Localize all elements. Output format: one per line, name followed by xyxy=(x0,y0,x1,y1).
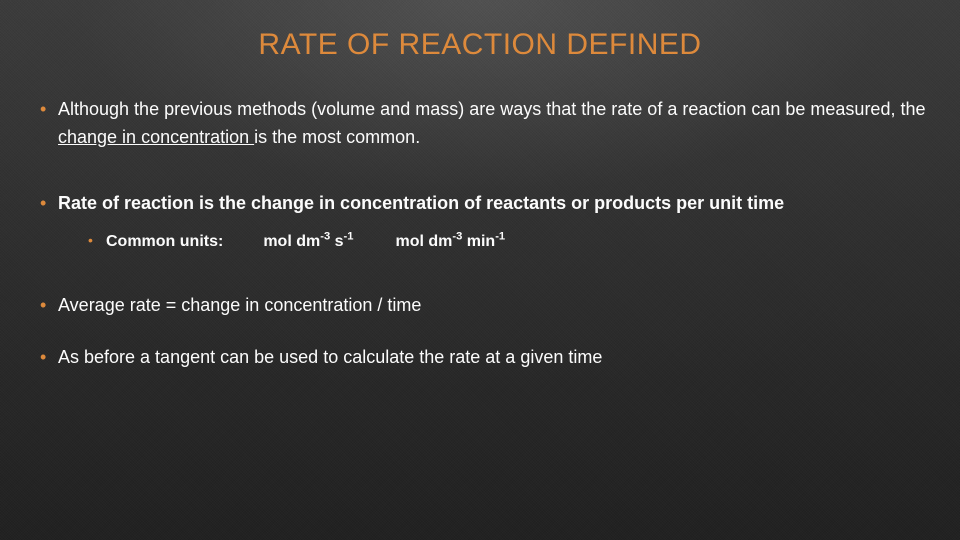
bullet-3: Average rate = change in concentration /… xyxy=(36,292,930,320)
unit2-b: -3 xyxy=(452,230,462,242)
bullet-2-text: Rate of reaction is the change in concen… xyxy=(58,193,784,213)
unit2-c: min xyxy=(462,233,495,250)
bullet-2-sub: Common units:mol dm-3 s-1mol dm-3 min-1 xyxy=(86,230,930,255)
bullet-1-pre: Although the previous methods (volume an… xyxy=(58,99,925,119)
unit1-a: mol dm xyxy=(263,233,320,250)
bullet-1-underlined: change in concentration xyxy=(58,127,254,147)
bullet-4: As before a tangent can be used to calcu… xyxy=(36,344,930,372)
common-units-label: Common units: xyxy=(106,233,223,250)
unit1-d: -1 xyxy=(344,230,354,242)
bullet-3-text: Average rate = change in concentration /… xyxy=(58,295,421,315)
slide-title: RATE OF REACTION DEFINED xyxy=(30,28,930,62)
bullet-2-sublist: Common units:mol dm-3 s-1mol dm-3 min-1 xyxy=(58,230,930,255)
bullet-1: Although the previous methods (volume an… xyxy=(36,96,930,152)
slide: RATE OF REACTION DEFINED Although the pr… xyxy=(0,0,960,540)
unit1-b: -3 xyxy=(320,230,330,242)
bullet-list: Although the previous methods (volume an… xyxy=(30,96,930,372)
bullet-2: Rate of reaction is the change in concen… xyxy=(36,190,930,255)
unit2-a: mol dm xyxy=(395,233,452,250)
bullet-4-text: As before a tangent can be used to calcu… xyxy=(58,347,602,367)
unit1-c: s xyxy=(330,233,343,250)
bullet-1-post: is the most common. xyxy=(254,127,420,147)
unit2-d: -1 xyxy=(495,230,505,242)
